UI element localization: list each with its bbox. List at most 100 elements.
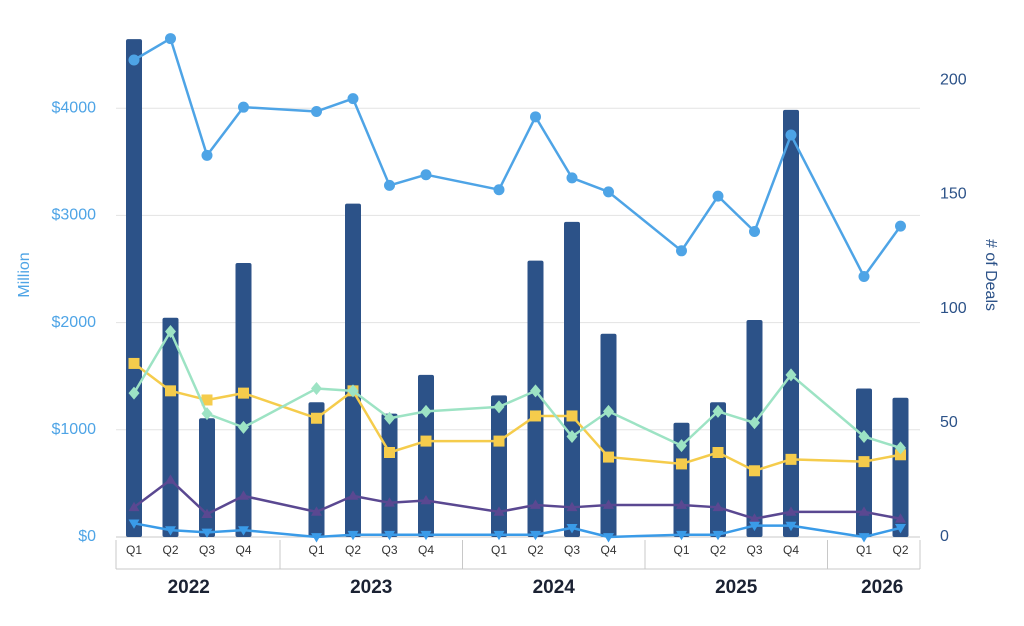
x-tick-label: Q1 bbox=[308, 543, 324, 557]
point bbox=[384, 447, 395, 458]
x-tick-label: Q1 bbox=[126, 543, 142, 557]
y2-tick-label: 100 bbox=[940, 300, 967, 317]
x-tick-label: Q3 bbox=[746, 543, 762, 557]
y-axis-label: Million bbox=[16, 252, 33, 297]
x-group-label: 2026 bbox=[861, 577, 903, 598]
point bbox=[128, 54, 140, 66]
x-group-label: 2025 bbox=[715, 577, 758, 598]
x-tick-label: Q2 bbox=[710, 543, 726, 557]
point bbox=[895, 220, 906, 232]
point bbox=[676, 245, 687, 257]
point bbox=[712, 404, 724, 418]
bar bbox=[235, 262, 252, 537]
line bbox=[133, 37, 902, 278]
point bbox=[420, 435, 432, 447]
point bbox=[858, 456, 870, 468]
point bbox=[347, 530, 359, 541]
point bbox=[566, 172, 578, 184]
line bbox=[133, 478, 901, 520]
y2-tick-label: 150 bbox=[940, 186, 967, 203]
point bbox=[749, 416, 760, 430]
x-tick-label: Q2 bbox=[162, 543, 178, 557]
bar bbox=[564, 221, 580, 538]
point bbox=[530, 384, 541, 398]
bar bbox=[710, 402, 726, 537]
bar bbox=[345, 203, 361, 537]
point bbox=[165, 526, 176, 536]
x-tick-label: Q3 bbox=[564, 543, 580, 557]
point bbox=[712, 447, 724, 458]
point bbox=[676, 499, 687, 509]
point bbox=[311, 506, 322, 516]
point bbox=[201, 149, 213, 161]
point bbox=[785, 129, 797, 141]
y2-tick-label: 200 bbox=[940, 71, 967, 88]
point bbox=[895, 449, 906, 461]
point bbox=[311, 105, 322, 117]
point bbox=[566, 410, 578, 422]
bar bbox=[308, 402, 325, 537]
point bbox=[201, 508, 213, 519]
point bbox=[420, 530, 432, 541]
bar bbox=[381, 413, 398, 537]
point bbox=[420, 169, 432, 181]
x-tick-label: Q2 bbox=[892, 543, 908, 557]
point bbox=[384, 530, 395, 541]
point bbox=[603, 451, 614, 463]
point bbox=[238, 387, 249, 399]
point bbox=[347, 93, 359, 105]
bar bbox=[199, 418, 215, 537]
point bbox=[201, 528, 213, 538]
point bbox=[238, 420, 249, 434]
point bbox=[128, 519, 140, 529]
point bbox=[530, 530, 541, 541]
x-tick-label: Q4 bbox=[600, 543, 616, 557]
point bbox=[493, 400, 505, 414]
point bbox=[566, 430, 578, 444]
point bbox=[712, 190, 724, 202]
point bbox=[895, 513, 906, 523]
y-tick-label: $4000 bbox=[52, 99, 97, 116]
point bbox=[165, 385, 176, 397]
y-tick-label: $1000 bbox=[52, 421, 97, 438]
bar bbox=[600, 333, 617, 537]
x-tick-label: Q1 bbox=[856, 543, 872, 557]
point bbox=[895, 441, 906, 455]
point bbox=[128, 501, 140, 512]
point bbox=[749, 521, 760, 532]
point bbox=[165, 324, 176, 338]
bar bbox=[491, 395, 507, 537]
point bbox=[128, 386, 140, 400]
point bbox=[311, 382, 322, 396]
point bbox=[785, 506, 797, 516]
point bbox=[420, 494, 432, 505]
point bbox=[676, 439, 687, 453]
point bbox=[238, 490, 249, 500]
bar bbox=[418, 374, 434, 537]
y2-axis-label: # of Deals bbox=[982, 239, 999, 311]
point bbox=[493, 435, 505, 447]
x-tick-label: Q1 bbox=[673, 543, 689, 557]
point bbox=[566, 524, 578, 534]
point bbox=[603, 499, 614, 509]
point bbox=[749, 465, 760, 477]
x-tick-label: Q2 bbox=[345, 543, 361, 557]
point bbox=[785, 521, 797, 532]
line bbox=[133, 522, 901, 539]
x-tick-label: Q4 bbox=[235, 543, 251, 557]
point bbox=[895, 524, 906, 534]
point bbox=[712, 501, 724, 512]
point bbox=[749, 513, 760, 523]
point bbox=[347, 490, 359, 500]
point bbox=[749, 226, 760, 238]
point bbox=[712, 530, 724, 541]
point bbox=[201, 394, 213, 406]
x-group-label: 2023 bbox=[350, 577, 392, 598]
point bbox=[128, 357, 140, 369]
point bbox=[858, 271, 870, 283]
point bbox=[530, 410, 541, 422]
bar bbox=[892, 397, 909, 537]
x-tick-label: Q3 bbox=[381, 543, 397, 557]
point bbox=[493, 530, 505, 541]
